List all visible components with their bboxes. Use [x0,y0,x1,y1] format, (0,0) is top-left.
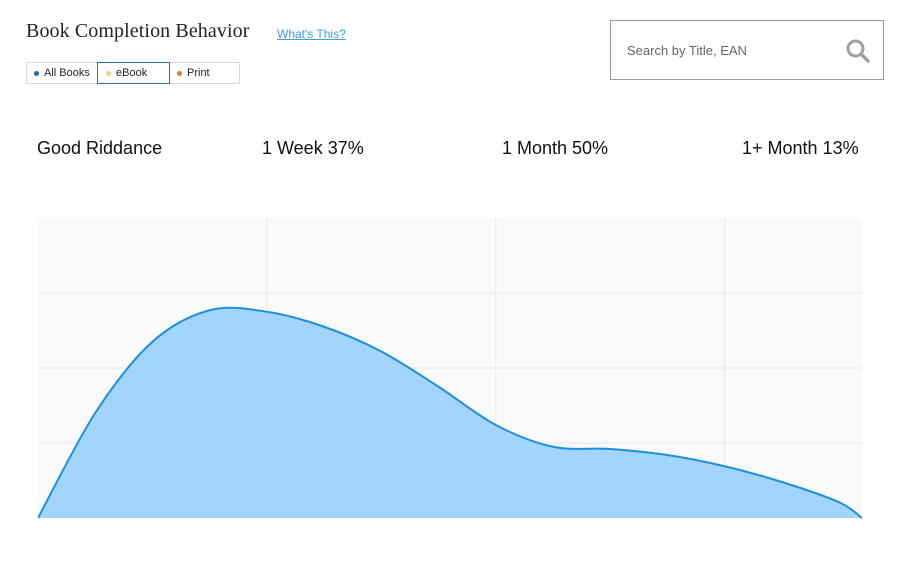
filter-ebook[interactable]: eBook [97,62,170,84]
ebook-dot-icon [106,70,111,76]
filter-label: Print [187,67,210,79]
search-icon[interactable] [845,38,871,64]
completion-area [38,307,862,518]
format-filter-group: All Books eBook Print [26,62,240,84]
filter-label: eBook [116,67,148,79]
filter-print[interactable]: Print [169,63,239,83]
print-dot-icon [177,70,182,76]
search-input[interactable] [627,39,827,61]
completion-line [38,306,862,519]
whats-this-link[interactable]: What's This? [277,27,346,41]
page-title: Book Completion Behavior [26,20,250,42]
stat-one-week: 1 Week 37% [262,138,364,158]
filter-label: All Books [44,67,90,79]
all-books-dot-icon [34,70,39,76]
stat-over-month: 1+ Month 13% [742,138,859,158]
stat-one-month: 1 Month 50% [502,138,609,158]
book-title: Good Riddance [37,138,163,158]
filter-all-books[interactable]: All Books [27,63,98,83]
completion-stats: Good Riddance 1 Week 37% 1 Month 50% 1+ … [0,138,900,164]
completion-chart [38,218,862,519]
search-box [610,20,884,80]
